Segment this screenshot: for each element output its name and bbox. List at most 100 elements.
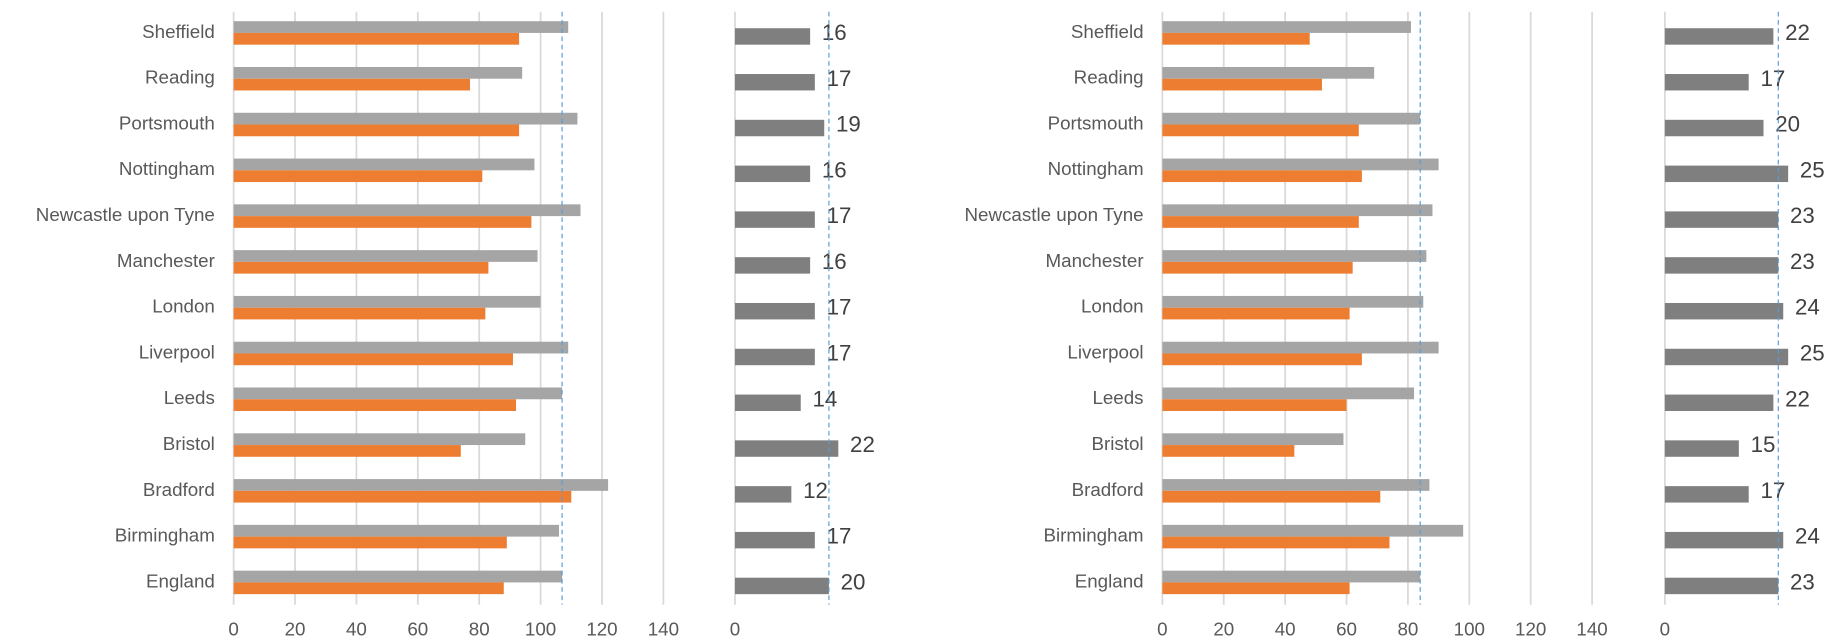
x-tick-label: 80 (469, 619, 490, 640)
bar (1162, 112, 1421, 125)
bar (233, 433, 526, 446)
bar (1162, 32, 1310, 45)
bar (233, 536, 507, 549)
bar (734, 257, 811, 274)
bar (1162, 445, 1295, 457)
data-label: 23 (1790, 249, 1815, 274)
bar (1162, 170, 1362, 183)
data-label: 16 (822, 249, 847, 274)
data-label: 12 (803, 478, 828, 503)
category-label: Portsmouth (119, 112, 215, 133)
bar (1664, 394, 1774, 411)
bar (233, 295, 541, 308)
bar (1162, 66, 1375, 79)
data-label: 22 (1785, 20, 1810, 45)
data-label: 17 (827, 203, 852, 228)
bar (734, 486, 792, 503)
bar (1162, 479, 1430, 491)
data-label: 24 (1795, 295, 1820, 320)
bar (1162, 21, 1411, 33)
data-label: 15 (1751, 432, 1776, 457)
bar (233, 582, 504, 595)
x-tick-label: 0 (730, 619, 740, 640)
bar (1664, 302, 1784, 320)
bar (1162, 353, 1362, 366)
bar (734, 28, 811, 45)
bar (233, 387, 563, 400)
x-tick-label: 40 (346, 619, 367, 640)
x-tick-label: 0 (228, 619, 238, 640)
bar (1162, 582, 1350, 595)
bar (1664, 211, 1779, 228)
bar (1162, 387, 1415, 400)
data-label: 24 (1795, 524, 1820, 549)
category-label: Bradford (1072, 479, 1144, 500)
category-label: Reading (145, 67, 215, 88)
bar (734, 577, 829, 595)
x-tick-label: 100 (525, 619, 556, 640)
bar (1162, 524, 1464, 537)
category-label: Bristol (163, 433, 215, 454)
bar (1664, 165, 1789, 183)
bar (1664, 348, 1789, 366)
category-label: England (146, 570, 215, 591)
bar (1664, 257, 1779, 274)
data-label: 17 (827, 66, 852, 91)
bar (734, 211, 815, 228)
bar (1664, 531, 1784, 549)
category-label: Nottingham (119, 158, 215, 179)
data-label: 23 (1790, 203, 1815, 228)
x-tick-label: 40 (1275, 619, 1296, 640)
bar (233, 204, 581, 217)
data-label: 16 (822, 20, 847, 45)
bar (233, 399, 517, 411)
bar (233, 112, 578, 125)
data-label: 16 (822, 157, 847, 182)
x-tick-label: 0 (1660, 619, 1670, 640)
bar (233, 21, 569, 33)
category-label: Bradford (143, 479, 215, 500)
data-label: 14 (812, 386, 837, 411)
bar (1162, 570, 1421, 583)
bar (1162, 295, 1424, 308)
bar (233, 170, 483, 183)
bar (734, 74, 815, 91)
bar (233, 124, 520, 137)
data-label: 20 (1775, 112, 1800, 137)
category-label: Birmingham (115, 525, 215, 546)
bar (1162, 261, 1353, 274)
bar (1664, 74, 1749, 91)
category-label: Newcastle upon Tyne (964, 204, 1143, 225)
category-label: Portsmouth (1048, 112, 1144, 133)
bar (233, 216, 532, 228)
bar (1664, 28, 1774, 45)
x-tick-label: 140 (648, 619, 679, 640)
bar (1162, 124, 1359, 137)
bar (734, 348, 815, 366)
bar (233, 32, 520, 45)
bar (233, 78, 470, 91)
category-label: London (1081, 296, 1144, 317)
bar (734, 302, 815, 320)
bar (233, 158, 535, 171)
category-label: Sheffield (1071, 21, 1144, 42)
bar (233, 307, 486, 320)
x-tick-label: 60 (1336, 619, 1357, 640)
bar (233, 570, 563, 583)
bar (233, 341, 569, 354)
category-label: Bristol (1091, 433, 1143, 454)
category-label: Liverpool (1067, 341, 1143, 362)
bar (233, 250, 538, 262)
category-label: London (152, 296, 215, 317)
bar (1162, 78, 1322, 91)
x-tick-label: 100 (1454, 619, 1485, 640)
data-label: 20 (841, 569, 866, 594)
bar (1162, 433, 1344, 446)
x-tick-label: 20 (1213, 619, 1234, 640)
category-label: Birmingham (1043, 525, 1143, 546)
x-tick-label: 0 (1157, 619, 1167, 640)
bar (1162, 307, 1350, 320)
x-tick-label: 60 (407, 619, 428, 640)
bar (734, 119, 825, 137)
category-label: Manchester (1046, 250, 1144, 271)
